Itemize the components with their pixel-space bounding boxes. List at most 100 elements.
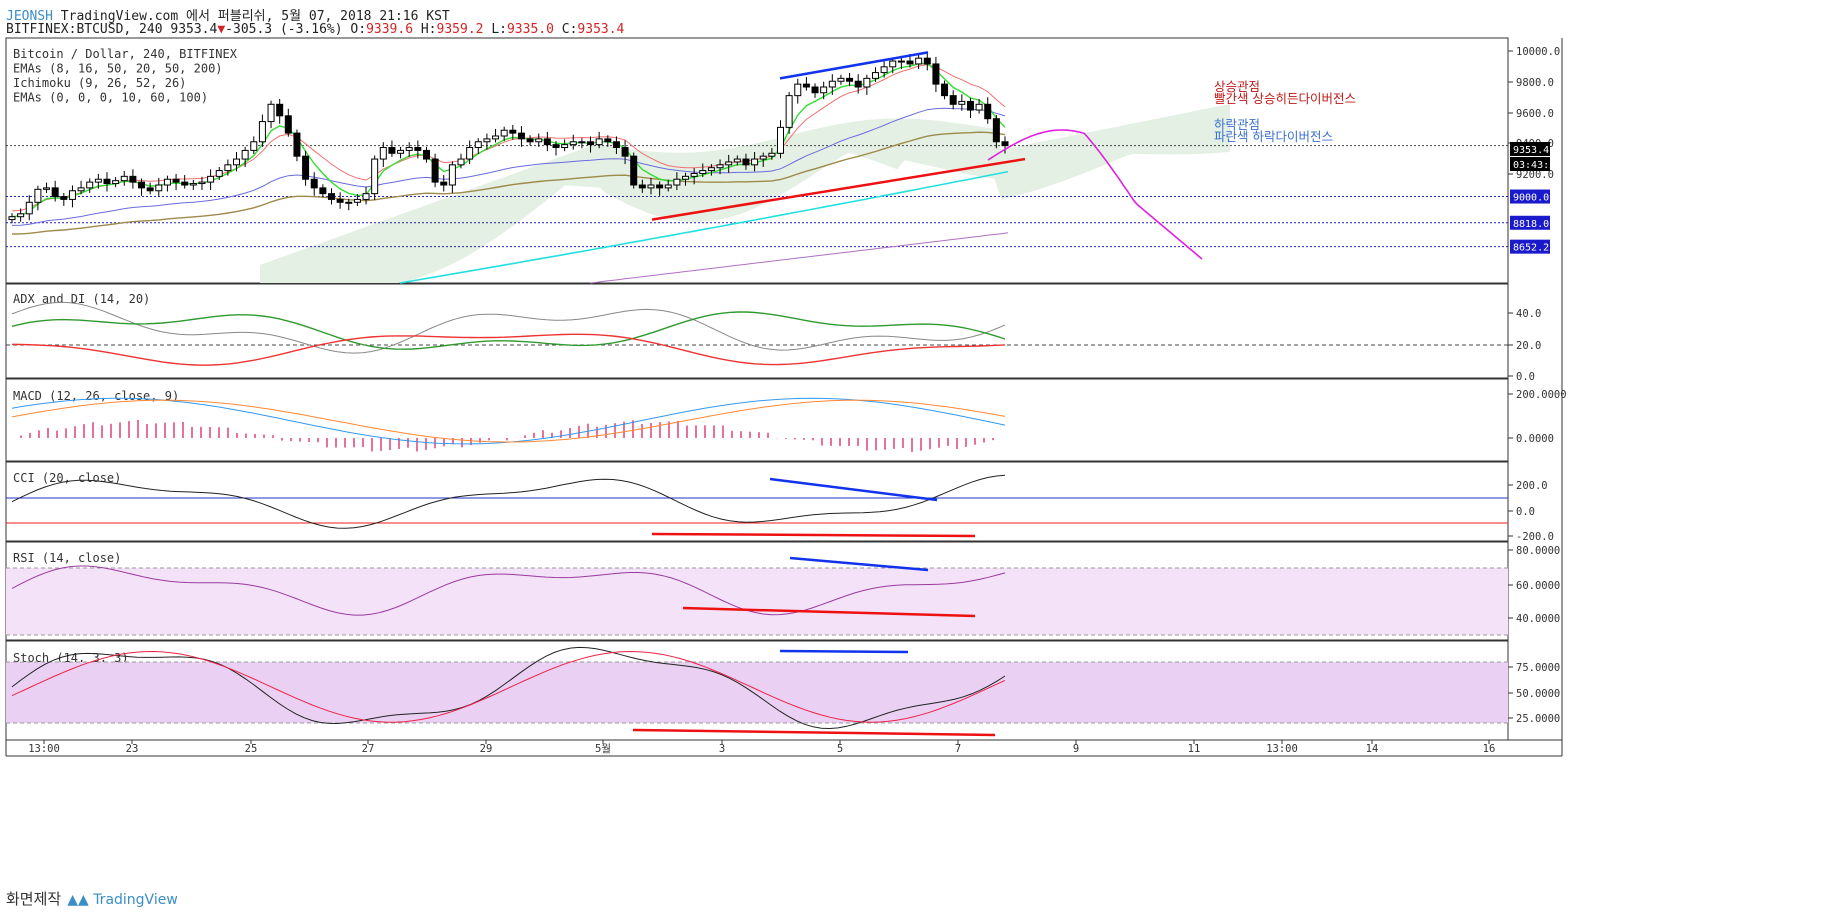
candle bbox=[932, 63, 940, 85]
candle bbox=[284, 115, 292, 134]
ema-50-line bbox=[11, 107, 1006, 226]
price-tick-label: 9800.0 bbox=[1516, 77, 1554, 89]
candle bbox=[120, 175, 128, 182]
candle bbox=[181, 181, 189, 186]
candle bbox=[742, 158, 750, 166]
close-label: C: bbox=[561, 22, 578, 37]
candle bbox=[207, 175, 215, 183]
bear-divergence-line bbox=[779, 51, 929, 80]
macd-line bbox=[11, 397, 1006, 445]
candle bbox=[371, 158, 379, 195]
candle bbox=[414, 147, 422, 151]
down-arrow-icon: ▼ bbox=[217, 22, 226, 37]
candle bbox=[906, 60, 914, 65]
cci-tick-label: 200.0 bbox=[1516, 480, 1548, 492]
cci-bull-divergence bbox=[651, 532, 976, 538]
candle bbox=[431, 158, 439, 183]
candle bbox=[699, 170, 707, 174]
stoch-bear-divergence bbox=[779, 649, 909, 654]
candle bbox=[112, 180, 120, 185]
author-link[interactable]: JEONSH bbox=[6, 9, 53, 24]
time-tick-label: 25 bbox=[245, 743, 258, 755]
level-label-bg bbox=[1510, 189, 1550, 204]
level-label: 9000.0 bbox=[1513, 193, 1549, 204]
candle bbox=[422, 149, 430, 160]
candle bbox=[379, 147, 387, 160]
symbol-name: BITFINEX:BTCUSD, 240 bbox=[6, 22, 163, 37]
candle bbox=[267, 103, 275, 123]
candle bbox=[68, 190, 76, 200]
low-label: L: bbox=[491, 22, 507, 37]
rsi-tick-label: 40.0000 bbox=[1516, 613, 1560, 625]
candle bbox=[60, 196, 68, 200]
high-label: H: bbox=[420, 22, 437, 37]
candle bbox=[509, 129, 517, 134]
open-value: 9339.6 bbox=[366, 22, 414, 37]
rsi-label: RSI (14, close) bbox=[13, 551, 121, 565]
candle bbox=[984, 103, 992, 120]
candle bbox=[198, 181, 206, 185]
bear-annotation-text: 파란색 하락다이버전스 bbox=[1214, 129, 1333, 144]
tradingview-logo[interactable]: ▲▲ TradingView bbox=[67, 892, 178, 908]
candle bbox=[146, 187, 154, 192]
rsi-bear-divergence bbox=[789, 556, 929, 572]
stoch-d-line bbox=[11, 650, 1006, 723]
countdown-label: 03:43:28 bbox=[1513, 160, 1561, 171]
candle bbox=[638, 184, 646, 189]
price-tick-label: 10000.0 bbox=[1516, 46, 1560, 58]
candle bbox=[34, 188, 42, 203]
candle bbox=[8, 216, 16, 221]
legend-line: Bitcoin / Dollar, 240, BITFINEX bbox=[13, 47, 238, 61]
di-plus-line bbox=[11, 311, 1006, 350]
high-value: 9359.2 bbox=[436, 22, 484, 37]
candle bbox=[319, 187, 327, 195]
adx-tick-label: 20.0 bbox=[1516, 340, 1541, 352]
candle bbox=[526, 138, 534, 143]
candle bbox=[483, 138, 491, 143]
candle bbox=[543, 138, 551, 146]
bull-divergence-line bbox=[651, 157, 1026, 221]
time-tick-label: 11 bbox=[1188, 743, 1201, 755]
candle bbox=[733, 158, 741, 163]
candle bbox=[915, 57, 923, 65]
stoch-bull-divergence bbox=[632, 728, 996, 737]
candle bbox=[457, 158, 465, 166]
price-tick-label: 9600.0 bbox=[1516, 108, 1554, 120]
candle bbox=[405, 147, 413, 151]
candle bbox=[440, 181, 448, 186]
publish-info: TradingView.com 에서 퍼블리쉬, 5월 07, 2018 21:… bbox=[60, 9, 450, 24]
candle bbox=[949, 95, 957, 105]
candle bbox=[172, 178, 180, 183]
pane-border bbox=[5, 461, 1509, 542]
candle bbox=[716, 164, 724, 169]
time-tick-label: 9 bbox=[1073, 743, 1079, 755]
stoch-tick-label: 25.0000 bbox=[1516, 713, 1560, 725]
candle bbox=[846, 77, 854, 82]
candle bbox=[466, 147, 474, 160]
candle bbox=[327, 193, 335, 200]
time-tick-label: 5 bbox=[837, 743, 843, 755]
symbol-header: BITFINEX:BTCUSD, 240 9353.4▼-305.3 (-3.1… bbox=[6, 22, 624, 37]
bull-annotation-text: 빨간색 상승히든다이버전스 bbox=[1214, 91, 1356, 106]
adx-line bbox=[11, 301, 1006, 354]
candle bbox=[656, 184, 664, 189]
chart-canvas[interactable]: 10000.09800.09600.09400.09200.09353.403:… bbox=[0, 0, 1824, 880]
cci-bear-divergence bbox=[769, 477, 938, 502]
cci-line bbox=[11, 474, 1006, 529]
candle bbox=[897, 60, 905, 63]
legend-line: EMAs (0, 0, 0, 10, 60, 100) bbox=[13, 91, 208, 105]
candle bbox=[889, 60, 897, 68]
candle bbox=[517, 132, 525, 140]
footer: 화면제작 ▲▲ TradingView bbox=[6, 888, 178, 909]
candle bbox=[958, 100, 966, 105]
candle bbox=[587, 141, 595, 146]
candle bbox=[992, 118, 1000, 143]
rsi-line bbox=[11, 565, 1006, 616]
last-price-label-bg bbox=[1510, 142, 1550, 156]
candle bbox=[612, 141, 620, 149]
candle bbox=[768, 152, 776, 157]
cci-tick-label: -200.0 bbox=[1516, 531, 1554, 543]
candle bbox=[552, 144, 560, 149]
candle bbox=[397, 149, 405, 154]
candle bbox=[336, 198, 344, 203]
